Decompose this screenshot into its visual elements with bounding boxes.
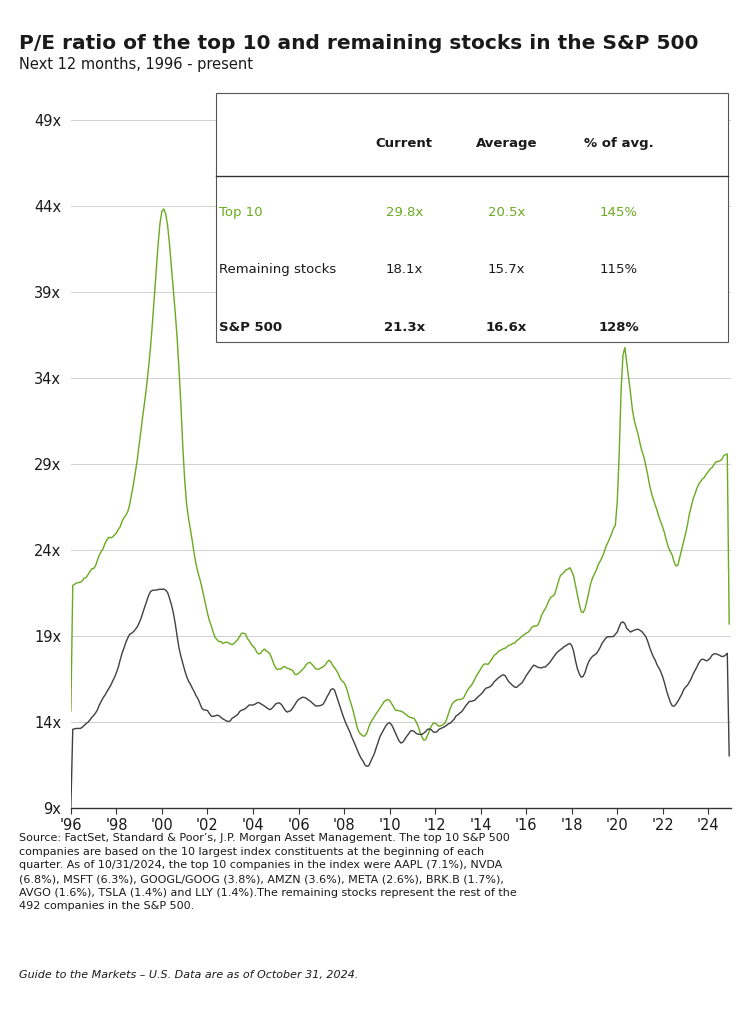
Text: Current: Current xyxy=(376,137,433,150)
Text: 20.5x: 20.5x xyxy=(488,206,525,219)
Text: 29.8x: 29.8x xyxy=(386,206,423,219)
Text: 128%: 128% xyxy=(598,321,639,334)
Text: % of avg.: % of avg. xyxy=(584,137,653,150)
Text: Remaining stocks: Remaining stocks xyxy=(219,264,336,277)
Text: S&P 500: S&P 500 xyxy=(219,321,283,334)
Text: Average: Average xyxy=(476,137,537,150)
Text: 15.7x: 15.7x xyxy=(488,264,525,277)
Text: 145%: 145% xyxy=(600,206,638,219)
Text: Top 10: Top 10 xyxy=(219,206,263,219)
Text: Guide to the Markets – U.S. Data are as of October 31, 2024.: Guide to the Markets – U.S. Data are as … xyxy=(19,970,358,980)
Text: 21.3x: 21.3x xyxy=(383,321,424,334)
Text: Source: FactSet, Standard & Poor’s, J.P. Morgan Asset Management. The top 10 S&P: Source: FactSet, Standard & Poor’s, J.P.… xyxy=(19,833,516,911)
Text: 115%: 115% xyxy=(600,264,638,277)
Text: 18.1x: 18.1x xyxy=(386,264,423,277)
Text: P/E ratio of the top 10 and remaining stocks in the S&P 500: P/E ratio of the top 10 and remaining st… xyxy=(19,34,698,54)
Text: Next 12 months, 1996 - present: Next 12 months, 1996 - present xyxy=(19,57,253,72)
Text: 16.6x: 16.6x xyxy=(486,321,527,334)
Bar xyxy=(216,93,728,342)
